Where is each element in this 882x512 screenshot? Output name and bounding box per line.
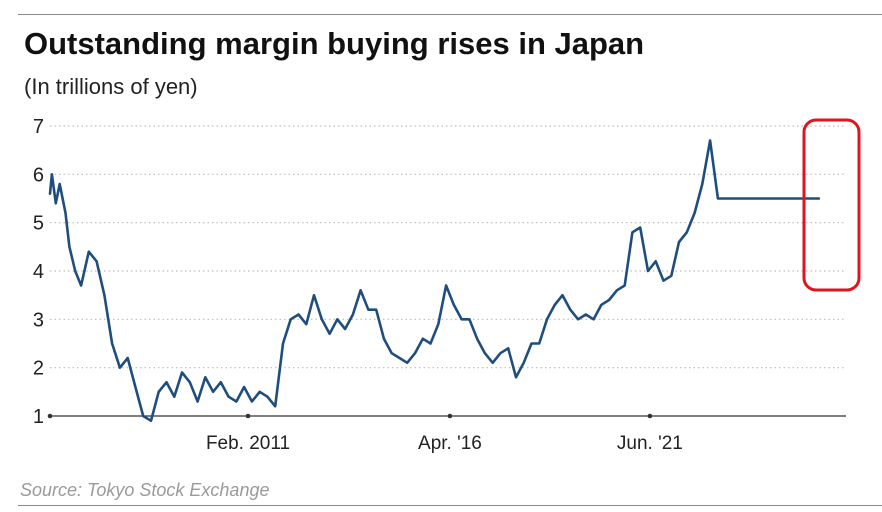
chart-subtitle: (In trillions of yen) bbox=[24, 74, 198, 99]
x-tick-label: Jun. '21 bbox=[617, 433, 683, 454]
highlight-annotation-box bbox=[802, 118, 861, 292]
x-tick-dot bbox=[647, 413, 653, 419]
x-axis-origin-dot bbox=[47, 413, 53, 419]
y-tick-label: 5 bbox=[33, 213, 44, 235]
y-axis-ticks: 1 2 3 4 5 6 7 bbox=[33, 116, 44, 428]
y-tick-label: 4 bbox=[33, 261, 44, 283]
x-tick-label: Feb. 2011 bbox=[206, 433, 290, 454]
series-line bbox=[48, 139, 821, 423]
y-tick-label: 3 bbox=[33, 309, 44, 331]
bottom-rule bbox=[18, 505, 882, 506]
line-chart: 1 2 3 4 5 6 7 Feb. 2011 Apr. '16 Jun. '21 bbox=[33, 116, 861, 454]
y-tick-label: 2 bbox=[33, 358, 44, 380]
top-rule bbox=[18, 14, 882, 15]
x-tick-dot bbox=[245, 413, 251, 419]
y-tick-label: 7 bbox=[33, 116, 44, 138]
y-tick-label: 1 bbox=[33, 406, 44, 428]
source-note: Source: Tokyo Stock Exchange bbox=[20, 480, 270, 500]
x-tick-dot bbox=[447, 413, 453, 419]
x-axis-ticks: Feb. 2011 Apr. '16 Jun. '21 bbox=[47, 413, 683, 454]
grid-lines bbox=[50, 125, 846, 369]
chart-title: Outstanding margin buying rises in Japan bbox=[24, 26, 645, 61]
y-tick-label: 6 bbox=[33, 164, 44, 186]
x-tick-label: Apr. '16 bbox=[418, 433, 482, 454]
